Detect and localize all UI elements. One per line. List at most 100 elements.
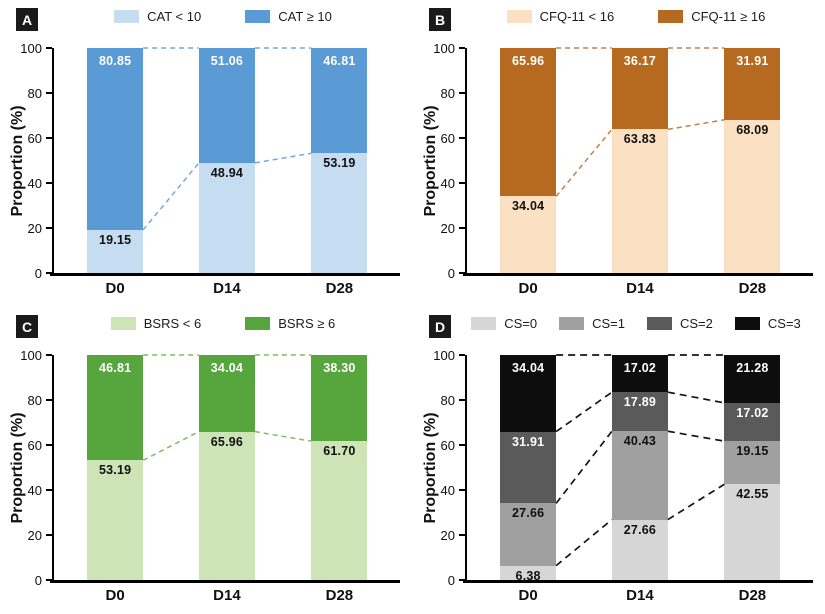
bar-segment — [87, 48, 144, 230]
y-tick-label: 80 — [440, 392, 455, 408]
y-tick-mark — [46, 272, 52, 274]
dashed-connector-line — [667, 119, 725, 131]
y-tick-mark — [459, 399, 465, 401]
y-tick-mark — [459, 227, 465, 229]
y-axis-line — [465, 355, 467, 581]
segment-value-label: 53.19 — [98, 463, 132, 478]
bar-segment — [198, 431, 255, 580]
panel-a: A CAT < 10 CAT ≥ 10 Proportion (%) 0 20 40 60 80… — [0, 0, 412, 307]
y-axis-title: Proportion (%) — [422, 105, 439, 217]
y-tick-mark — [46, 534, 52, 536]
bar-segment — [724, 355, 781, 403]
y-tick-mark — [459, 534, 465, 536]
legend-label: CS=0 — [504, 315, 538, 331]
bar-segment — [87, 355, 144, 461]
legend-item: CFQ-11 ≥ 16 — [658, 9, 765, 24]
y-tick-mark — [459, 354, 465, 356]
bar-segment — [611, 392, 668, 432]
y-tick-label: 0 — [34, 572, 42, 588]
legend-swatch-icon — [110, 316, 136, 330]
dashed-connector-line — [555, 128, 613, 197]
dashed-connector-line — [667, 430, 725, 443]
segment-value-label: 34.04 — [511, 361, 545, 375]
y-axis-title: Proportion (%) — [9, 105, 26, 217]
y-axis-line — [465, 48, 467, 274]
segment-value-label: 42.55 — [736, 487, 769, 502]
y-tick-label: 20 — [27, 220, 42, 236]
bar-segment — [198, 355, 255, 432]
x-axis-line — [49, 580, 400, 583]
bar-segment — [611, 129, 668, 273]
bar-segment — [500, 355, 557, 432]
y-tick-label: 0 — [34, 265, 42, 281]
y-tick-mark — [459, 444, 465, 446]
legend-item: CAT < 10 — [114, 9, 201, 24]
segment-value-label: 17.02 — [736, 405, 769, 420]
bar-segment — [311, 355, 368, 442]
y-tick-label: 80 — [27, 85, 42, 101]
bar-segment — [724, 402, 781, 442]
x-tick-label: D28 — [738, 587, 767, 604]
y-tick-mark — [459, 137, 465, 139]
segment-value-label: 80.85 — [98, 54, 132, 68]
bar-segment — [198, 48, 255, 163]
y-tick-label: 100 — [20, 347, 42, 363]
y-tick-mark — [46, 137, 52, 139]
y-tick-mark — [46, 227, 52, 229]
legend-swatch-icon — [647, 316, 672, 330]
x-tick-label: D0 — [518, 587, 538, 604]
segment-value-label: 36.17 — [623, 54, 657, 68]
y-tick-label: 40 — [27, 175, 42, 191]
bar-segment — [500, 196, 557, 273]
legend-label: CAT ≥ 10 — [278, 8, 332, 24]
legend-item: CFQ-11 < 16 — [506, 9, 614, 24]
y-tick-label: 80 — [27, 392, 42, 408]
panel-letter-badge: D — [429, 315, 451, 338]
y-tick-mark — [46, 579, 52, 581]
legend-label: CAT < 10 — [147, 8, 202, 24]
bar-segment — [87, 460, 144, 580]
y-tick-mark — [459, 579, 465, 581]
y-tick-mark — [46, 399, 52, 401]
segment-value-label: 48.94 — [210, 165, 244, 180]
legend-label: CFQ-11 ≥ 16 — [691, 8, 766, 24]
x-tick-label: D0 — [518, 280, 538, 297]
y-tick-mark — [46, 444, 52, 446]
segment-value-label: 17.89 — [623, 395, 657, 410]
x-tick-label: D14 — [626, 280, 654, 297]
legend-swatch-icon — [506, 9, 532, 23]
y-axis-title: Proportion (%) — [422, 412, 439, 524]
x-tick-label: D28 — [325, 587, 354, 604]
bar-segment — [611, 48, 668, 130]
segment-value-label: 19.15 — [98, 232, 132, 247]
panel-letter-badge: B — [429, 8, 451, 31]
segment-value-label: 17.02 — [623, 361, 657, 375]
y-tick-label: 80 — [440, 85, 455, 101]
legend-item: BSRS < 6 — [110, 316, 201, 331]
segment-value-label: 34.04 — [210, 361, 244, 375]
segment-value-label: 38.30 — [323, 361, 356, 375]
x-tick-label: D14 — [213, 280, 241, 297]
bar-segment — [500, 565, 557, 580]
segment-value-label: 27.66 — [623, 522, 657, 537]
legend-swatch-icon — [471, 316, 497, 330]
legend-item: CAT ≥ 10 — [245, 9, 332, 24]
y-tick-mark — [459, 92, 465, 94]
segment-value-label: 61.70 — [323, 444, 356, 459]
legend-swatch-icon — [114, 9, 140, 23]
segment-value-label: 19.15 — [736, 444, 769, 459]
bar-segment — [500, 503, 557, 566]
segment-value-label: 65.96 — [511, 54, 545, 68]
dashed-connector-line — [667, 391, 725, 404]
legend-label: CS=1 — [592, 315, 625, 331]
bar-segment — [311, 441, 368, 580]
x-tick-label: D0 — [105, 587, 125, 604]
x-tick-label: D28 — [738, 280, 767, 297]
bar-segment — [311, 48, 368, 154]
bar-segment — [198, 162, 255, 273]
panel-letter-badge: C — [16, 315, 38, 338]
y-tick-label: 60 — [27, 130, 42, 146]
legend: CFQ-11 < 16 CFQ-11 ≥ 16 — [453, 7, 819, 25]
bar-segment — [87, 229, 144, 273]
legend-item: BSRS ≥ 6 — [245, 316, 335, 331]
